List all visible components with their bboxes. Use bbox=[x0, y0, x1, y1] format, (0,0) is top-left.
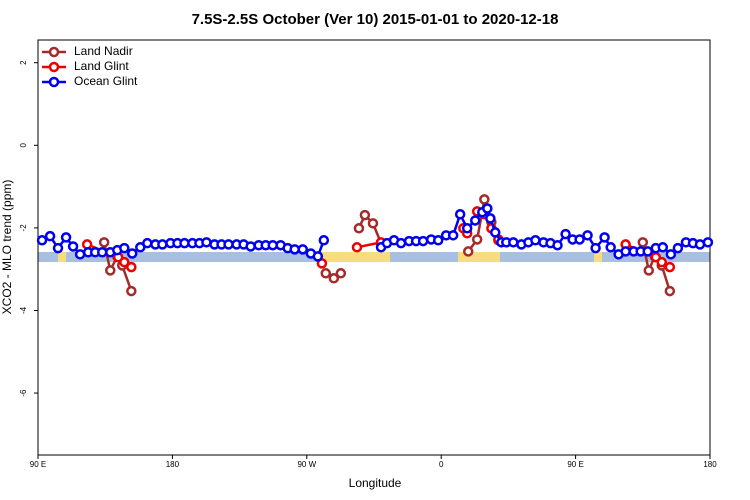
point bbox=[119, 242, 130, 254]
point bbox=[471, 234, 483, 245]
y-tick-label: -2 bbox=[19, 224, 28, 232]
point bbox=[482, 203, 493, 214]
land-band bbox=[58, 252, 66, 262]
point bbox=[318, 235, 330, 246]
point bbox=[454, 209, 466, 220]
point bbox=[223, 239, 234, 250]
legend-label: Ocean Glint bbox=[74, 74, 138, 88]
y-tick-label: -6 bbox=[19, 389, 28, 397]
legend-marker bbox=[48, 61, 60, 73]
y-axis-label: XCO2 - MLO trend (ppm) bbox=[0, 180, 14, 315]
legend-label: Land Nadir bbox=[74, 44, 133, 58]
point bbox=[657, 242, 669, 253]
x-tick-label: 180 bbox=[703, 460, 717, 469]
point bbox=[664, 261, 676, 273]
x-tick-label: 90 E bbox=[30, 460, 46, 469]
point bbox=[599, 232, 610, 243]
point bbox=[672, 242, 684, 254]
surface-band bbox=[38, 252, 710, 262]
point bbox=[447, 230, 459, 241]
point bbox=[245, 241, 256, 252]
point bbox=[462, 246, 474, 257]
point bbox=[60, 232, 72, 243]
point bbox=[142, 237, 153, 249]
point bbox=[126, 285, 137, 297]
legend-label: Land Glint bbox=[74, 59, 129, 73]
point bbox=[312, 251, 324, 262]
point bbox=[157, 239, 168, 250]
x-tick-label: 180 bbox=[166, 460, 180, 469]
point bbox=[44, 230, 56, 242]
point bbox=[508, 237, 519, 248]
point bbox=[605, 242, 616, 253]
point bbox=[119, 256, 130, 268]
point bbox=[637, 237, 649, 248]
point bbox=[485, 213, 496, 224]
point bbox=[36, 235, 48, 246]
point bbox=[530, 235, 541, 246]
plot-frame bbox=[37, 39, 711, 456]
point bbox=[105, 265, 116, 276]
point bbox=[479, 194, 490, 205]
land-band bbox=[320, 252, 390, 262]
point bbox=[643, 265, 655, 276]
point bbox=[98, 237, 110, 248]
point bbox=[702, 237, 714, 248]
x-tick-label: 90 W bbox=[297, 460, 316, 469]
x-tick-label: 90 E bbox=[567, 460, 583, 469]
point bbox=[417, 235, 429, 247]
x-tick-label: 0 bbox=[439, 460, 444, 469]
y-tick-label: -4 bbox=[19, 306, 28, 314]
point bbox=[351, 242, 363, 253]
point bbox=[665, 249, 677, 260]
y-tick-label: 2 bbox=[19, 60, 28, 65]
point bbox=[320, 268, 332, 279]
point bbox=[656, 256, 668, 268]
point bbox=[395, 237, 407, 249]
point bbox=[574, 234, 585, 245]
point bbox=[126, 261, 137, 273]
point bbox=[642, 246, 653, 257]
point bbox=[582, 230, 593, 241]
legend-marker bbox=[48, 46, 60, 58]
point bbox=[664, 285, 676, 297]
point bbox=[52, 242, 64, 254]
point bbox=[67, 241, 79, 252]
point bbox=[297, 244, 309, 255]
point bbox=[469, 215, 481, 226]
point bbox=[74, 249, 86, 260]
point bbox=[335, 268, 347, 279]
y-tick-label: 0 bbox=[19, 143, 28, 148]
chart-title: 7.5S-2.5S October (Ver 10) 2015-01-01 to… bbox=[192, 11, 559, 28]
point bbox=[620, 246, 631, 257]
point bbox=[367, 218, 379, 229]
point bbox=[328, 273, 340, 284]
point bbox=[552, 239, 563, 251]
land-band bbox=[458, 252, 500, 262]
point bbox=[289, 244, 300, 255]
x-axis-label: Longitude bbox=[349, 476, 402, 490]
legend-marker bbox=[48, 76, 60, 88]
point bbox=[490, 227, 501, 238]
point bbox=[461, 223, 473, 234]
point bbox=[96, 246, 108, 258]
point bbox=[359, 209, 371, 221]
point bbox=[560, 228, 571, 240]
point bbox=[432, 235, 444, 246]
point bbox=[126, 248, 138, 259]
point bbox=[590, 242, 601, 254]
land-band bbox=[594, 252, 602, 262]
point bbox=[201, 237, 212, 248]
point bbox=[353, 223, 365, 234]
